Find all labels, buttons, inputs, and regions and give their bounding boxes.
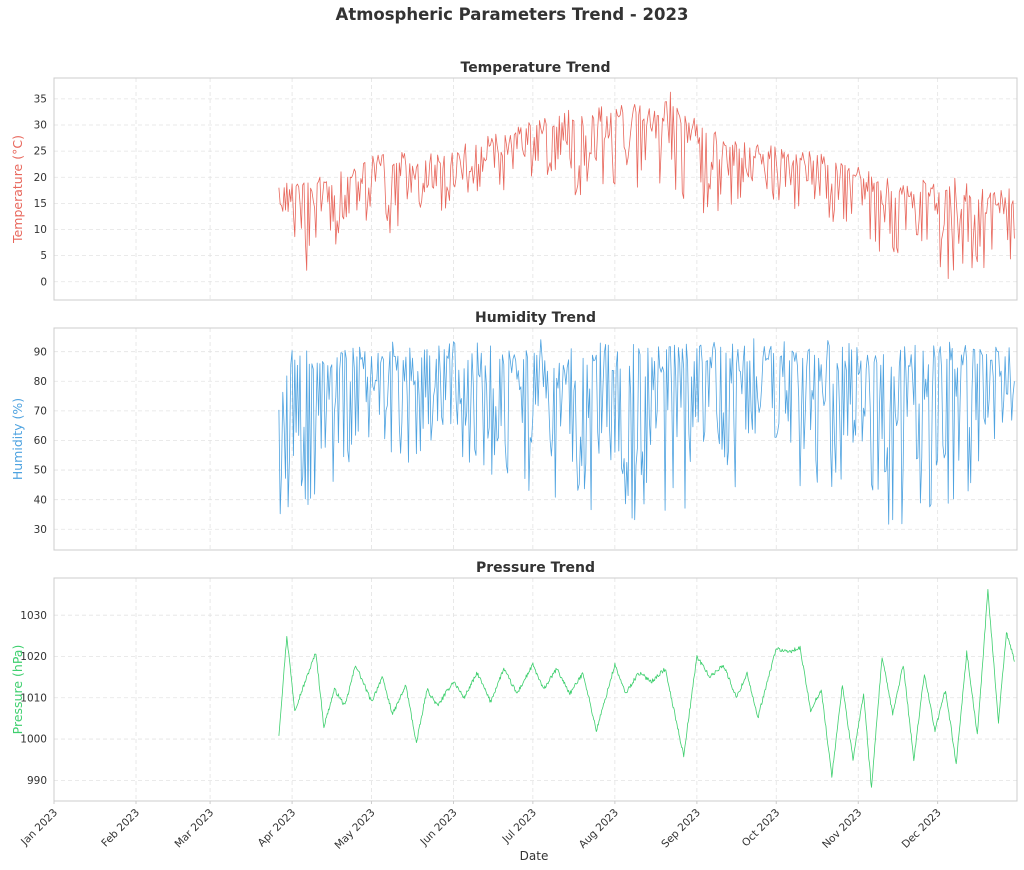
x-tick-label: May 2023 [332, 807, 377, 852]
x-tick-label: Jul 2023 [500, 807, 539, 846]
y-tick-label: 70 [34, 405, 47, 417]
series-line-2 [278, 338, 1015, 525]
y-tick-label: 80 [34, 376, 47, 388]
series-line-1 [278, 91, 1015, 279]
y-tick-label: 20 [34, 172, 47, 184]
y-tick-label: 50 [34, 465, 47, 477]
y-tick-label: 35 [34, 93, 47, 105]
x-tick-label: Jan 2023 [18, 807, 60, 849]
y-axis-label: Humidity (%) [10, 398, 25, 480]
y-axis-label: Temperature (°C) [10, 135, 25, 244]
y-tick-label: 40 [34, 494, 47, 506]
x-tick-label: Dec 2023 [900, 807, 944, 851]
panel-title: Humidity Trend [475, 310, 596, 326]
y-tick-label: 1020 [20, 651, 47, 663]
y-tick-label: 60 [34, 435, 47, 447]
y-tick-label: 990 [27, 775, 47, 787]
plot-frame [53, 327, 1018, 551]
panel-title: Temperature Trend [461, 60, 611, 76]
x-tick-label: Jun 2023 [418, 807, 460, 849]
x-tick-label: Aug 2023 [577, 807, 621, 851]
y-tick-label: 15 [34, 198, 47, 210]
x-tick-label: Mar 2023 [172, 807, 216, 851]
chart-panels: 0 5 10 15 20 25 30 35 Temperature Trend Temperatu… [10, 60, 1018, 802]
panel-2: 30 40 50 60 70 80 90 Humidity Trend Humidity (%) [10, 310, 1018, 551]
y-tick-label: 5 [40, 250, 47, 262]
panel-3: 990 1000 1010 1020 1030 Pressure Trend Pressur… [10, 560, 1018, 802]
shared-x-axis: Jan 2023 Feb 2023 Mar 2023 Apr 2023 May 2023… [18, 801, 944, 852]
x-axis-label: Date [520, 849, 549, 863]
y-tick-label: 30 [34, 120, 47, 132]
y-axis-label: Pressure (hPa) [10, 645, 25, 735]
series-line-3 [278, 589, 1015, 788]
panel-1: 0 5 10 15 20 25 30 35 Temperature Trend Temperatu… [10, 60, 1018, 301]
x-tick-label: Feb 2023 [99, 807, 142, 850]
figure-title: Atmospheric Parameters Trend - 2023 [336, 5, 689, 24]
x-tick-label: Nov 2023 [820, 807, 864, 851]
plot-frame [53, 577, 1018, 802]
panel-title: Pressure Trend [476, 560, 595, 576]
y-tick-label: 1030 [20, 610, 47, 622]
y-tick-label: 25 [34, 146, 47, 158]
y-tick-label: 10 [34, 224, 47, 236]
x-tick-label: Apr 2023 [256, 807, 299, 850]
y-tick-label: 90 [34, 346, 47, 358]
x-tick-label: Oct 2023 [740, 807, 783, 850]
x-tick-label: Sep 2023 [659, 807, 703, 851]
y-tick-label: 30 [34, 524, 47, 536]
plot-frame [53, 77, 1018, 301]
y-tick-label: 0 [40, 276, 47, 288]
y-tick-label: 1000 [20, 734, 47, 746]
y-tick-label: 1010 [20, 692, 47, 704]
